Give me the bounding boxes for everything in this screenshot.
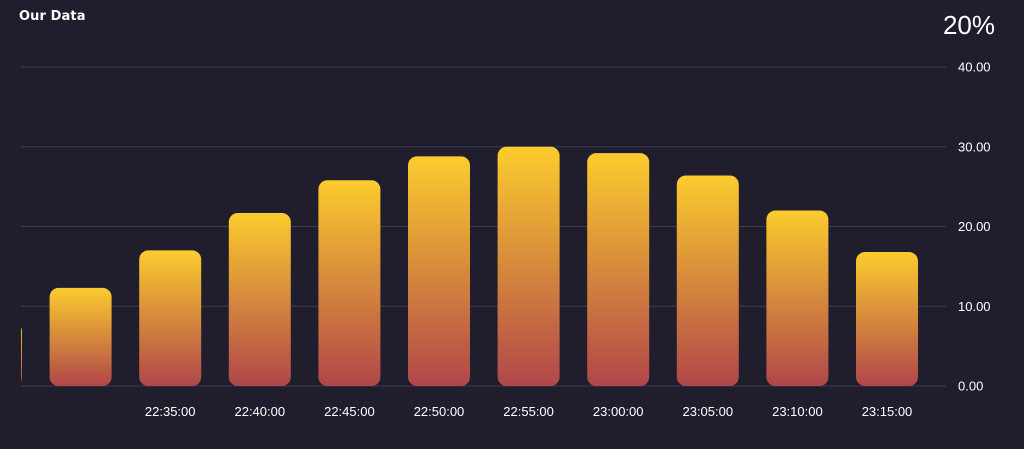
y-tick-label: 0.00 bbox=[958, 379, 983, 394]
bar[interactable] bbox=[318, 180, 381, 386]
y-tick-label: 10.00 bbox=[958, 299, 991, 314]
y-tick-label: 40.00 bbox=[958, 60, 991, 75]
bar[interactable] bbox=[408, 156, 470, 386]
bar[interactable] bbox=[676, 175, 739, 386]
bar[interactable] bbox=[0, 322, 22, 386]
y-axis-labels: 0.00 10.00 20.00 30.00 40.00 bbox=[958, 60, 991, 394]
bar[interactable] bbox=[587, 153, 650, 386]
x-axis-labels: 22:35:00 22:40:00 22:45:00 22:50:00 22:55:00… bbox=[145, 404, 912, 419]
x-tick-label: 23:00:00 bbox=[593, 404, 644, 419]
x-tick-label: 22:40:00 bbox=[234, 404, 285, 419]
x-tick-label: 22:55:00 bbox=[503, 404, 554, 419]
x-tick-label: 23:05:00 bbox=[682, 404, 733, 419]
y-tick-label: 30.00 bbox=[958, 139, 991, 154]
x-tick-label: 22:50:00 bbox=[414, 404, 465, 419]
bar[interactable] bbox=[139, 250, 202, 386]
bars bbox=[0, 146, 918, 386]
percentage-stat: 20% bbox=[942, 10, 995, 40]
x-tick-label: 23:15:00 bbox=[862, 404, 913, 419]
bar[interactable] bbox=[856, 252, 918, 386]
x-tick-label: 22:45:00 bbox=[324, 404, 375, 419]
y-tick-label: 20.00 bbox=[958, 219, 991, 234]
bar[interactable] bbox=[228, 212, 291, 386]
chart-title: Our Data bbox=[19, 9, 86, 24]
bar[interactable] bbox=[497, 146, 560, 386]
bar[interactable] bbox=[49, 287, 112, 386]
x-tick-label: 23:10:00 bbox=[772, 404, 823, 419]
bar[interactable] bbox=[766, 210, 829, 386]
x-tick-label: 22:35:00 bbox=[145, 404, 196, 419]
